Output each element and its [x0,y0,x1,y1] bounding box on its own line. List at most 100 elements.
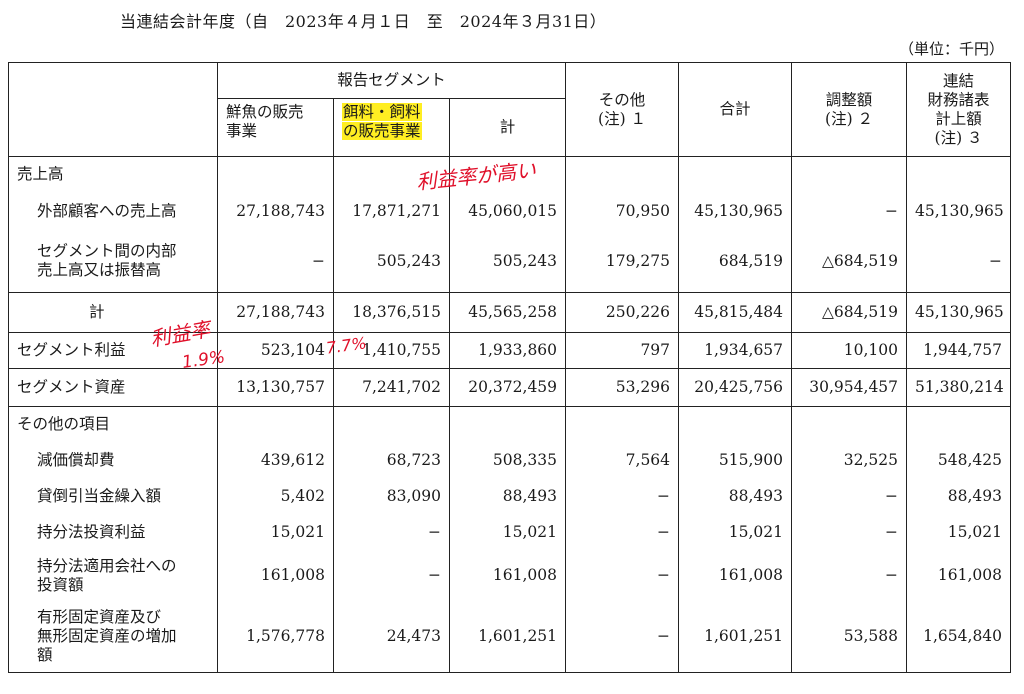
adjust-header-line2: (注) ２ [825,109,874,128]
cell: 250,226 [565,292,680,333]
cell: 30,954,457 [791,368,908,407]
feed-header: 餌料・飼料 の販売事業 [333,98,450,157]
sales-heading: 売上高 [8,156,218,193]
cell: 1,601,251 [448,600,567,673]
row-label-line1: セグメント間の内部 [37,242,177,261]
cell: − [791,514,908,551]
row-label: セグメント資産 [8,368,218,407]
cell: 45,060,015 [448,192,567,231]
cell: △684,519 [791,230,908,293]
cell: 45,130,965 [906,192,1012,231]
period-heading: 当連結会計年度（自 2023年４月１日 至 2024年３月31日） [120,12,607,31]
cell: 83,090 [333,478,450,515]
cell: − [217,230,334,293]
cell: 161,008 [678,550,793,601]
fish-header-line2: 事業 [226,122,258,140]
adjust-header: 調整額 (注) ２ [791,62,908,157]
table-row: 持分法適用会社への 投資額 161,008 − 161,008 − 161,00… [8,550,1012,601]
cell: 7,241,702 [333,368,450,407]
cell: 508,335 [448,442,567,479]
cell: 32,525 [791,442,908,479]
cell: 10,100 [791,332,908,369]
table-row: 持分法投資利益 15,021 − 15,021 − 15,021 − 15,02… [8,514,1012,551]
row-label-line3: 額 [37,645,53,664]
cell: 27,188,743 [217,292,334,333]
cell: 1,410,755 [333,332,450,369]
cell: 1,933,860 [448,332,567,369]
cell: 15,021 [678,514,793,551]
table-row: 有形固定資産及び 無形固定資産の増加 額 1,576,778 24,473 1,… [8,600,1012,673]
cell: − [565,550,680,601]
cell: △684,519 [791,292,908,333]
other-items-heading: その他の項目 [8,406,218,443]
cell: 1,944,757 [906,332,1012,369]
table-row: セグメント利益 523,104 1,410,755 1,933,860 797 … [8,332,1012,369]
cell: 53,588 [791,600,908,673]
cell: 797 [565,332,680,369]
cell: 5,402 [217,478,334,515]
cell: 45,130,965 [906,292,1012,333]
cell: − [791,478,908,515]
cell: 18,376,515 [333,292,450,333]
consol-header-line3: 計上額 [935,109,982,128]
table-row: 外部顧客への売上高 27,188,743 17,871,271 45,060,0… [8,192,1012,231]
cell: 15,021 [448,514,567,551]
cell: 13,130,757 [217,368,334,407]
cell: 505,243 [448,230,567,293]
other-header-line2: (注) １ [598,109,647,128]
cell: 70,950 [565,192,680,231]
cell: 161,008 [217,550,334,601]
cell: 7,564 [565,442,680,479]
cell: 53,296 [565,368,680,407]
fish-header: 鮮魚の販売 事業 [217,98,334,157]
row-label-line2: 無形固定資産の増加 [37,626,177,645]
cell: 161,008 [448,550,567,601]
cell: 161,008 [906,550,1012,601]
cell: − [565,478,680,515]
cell: 20,425,756 [678,368,793,407]
consol-header-line4: (注) ３ [934,128,983,147]
row-label: 持分法適用会社への 投資額 [8,550,218,601]
segment-table: 報告セグメント その他 (注) １ 合計 調整額 (注) ２ 連結 財務諸表 計… [8,62,1012,673]
table-row: 減価償却費 439,612 68,723 508,335 7,564 515,9… [8,442,1012,479]
cell: 45,815,484 [678,292,793,333]
cell: − [791,192,908,231]
cell: 1,934,657 [678,332,793,369]
cell: 45,565,258 [448,292,567,333]
cell: 1,654,840 [906,600,1012,673]
other-header: その他 (注) １ [565,62,680,157]
row-label: 減価償却費 [8,442,218,479]
feed-header-line1: 餌料・飼料 [342,103,422,121]
table-row: セグメント資産 13,130,757 7,241,702 20,372,459 … [8,368,1012,407]
row-label-line1: 有形固定資産及び [37,607,162,626]
cell: 15,021 [217,514,334,551]
unit-label: （単位：千円） [898,40,1004,58]
cell: 27,188,743 [217,192,334,231]
table-row: 貸倒引当金繰入額 5,402 83,090 88,493 − 88,493 − … [8,478,1012,515]
row-label: 外部顧客への売上高 [8,192,218,231]
row-label: 貸倒引当金繰入額 [8,478,218,515]
cell: 179,275 [565,230,680,293]
cell: 68,723 [333,442,450,479]
cell: 24,473 [333,600,450,673]
cell: 17,871,271 [333,192,450,231]
row-label: 有形固定資産及び 無形固定資産の増加 額 [8,600,218,673]
consol-header-line1: 連結 [943,71,975,90]
row-label: 持分法投資利益 [8,514,218,551]
reporting-segment-header: 報告セグメント [216,62,567,99]
cell: 548,425 [906,442,1012,479]
table-row: セグメント間の内部 売上高又は振替高 − 505,243 505,243 179… [8,230,1012,293]
cell: 523,104 [217,332,334,369]
cell: 88,493 [448,478,567,515]
cell: 45,130,965 [678,192,793,231]
cell: 439,612 [217,442,334,479]
cell: 15,021 [906,514,1012,551]
cell: 88,493 [906,478,1012,515]
cell: 515,900 [678,442,793,479]
total-header: 合計 [678,62,793,157]
row-label: セグメント間の内部 売上高又は振替高 [8,230,218,293]
cell: − [906,230,1012,293]
row-label-line2: 投資額 [37,575,84,594]
cell: 20,372,459 [448,368,567,407]
cell: − [333,514,450,551]
